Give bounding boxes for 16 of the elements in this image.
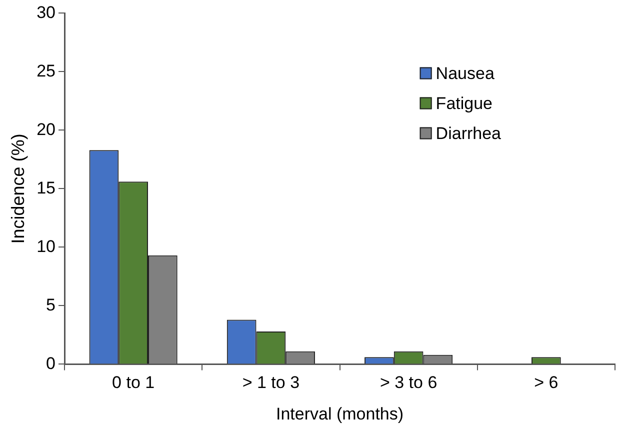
x-axis-title: Interval (months) <box>276 404 404 424</box>
y-axis-title: Incidence (%) <box>8 134 28 244</box>
legend-label: Nausea <box>436 64 495 83</box>
legend-label: Diarrhea <box>436 124 502 143</box>
y-tick-label: 10 <box>36 236 56 256</box>
y-tick-label: 5 <box>46 295 56 314</box>
y-tick-label: 25 <box>36 61 56 80</box>
x-tick-label: 0 to 1 <box>112 373 155 392</box>
y-tick-label: 15 <box>36 178 56 198</box>
y-tick-label: 20 <box>36 120 56 139</box>
legend-label: Fatigue <box>436 94 493 113</box>
x-tick-label: > 6 <box>534 373 558 392</box>
y-tick-label: 30 <box>36 2 56 22</box>
x-tick-label: > 3 to 6 <box>380 373 438 392</box>
x-tick-label: > 1 to 3 <box>242 373 300 392</box>
y-tick-label: 0 <box>46 354 56 373</box>
